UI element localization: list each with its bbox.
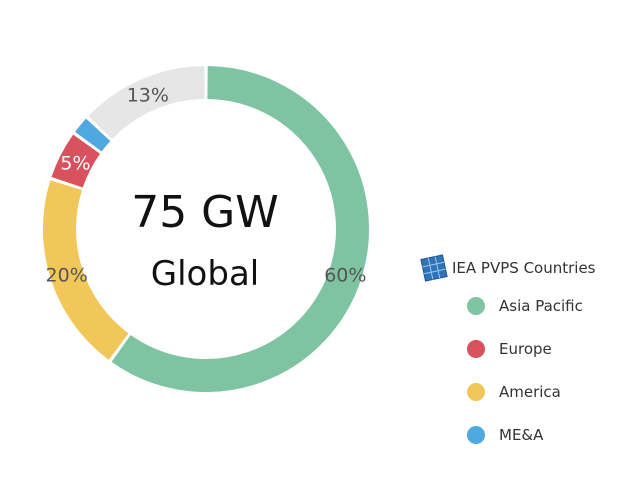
legend-label: ME&A: [499, 426, 544, 444]
solar-panel-icon: [420, 254, 448, 282]
donut-slice-labels: 60% 20% 5% 13%: [46, 85, 367, 287]
slice-label: 60%: [324, 264, 366, 286]
center-total-value: 75 GW: [131, 187, 279, 238]
slice-label: 5%: [60, 152, 90, 174]
legend-marker: [467, 383, 485, 401]
legend-marker: [467, 426, 485, 444]
legend-title: IEA PVPS Countries: [452, 259, 596, 277]
slice-label: 20%: [46, 264, 88, 286]
slice-america: [43, 180, 129, 360]
legend-marker: [467, 340, 485, 358]
donut-slices: [43, 66, 369, 392]
legend-label: Europe: [499, 340, 552, 358]
center-total-label: Global: [151, 254, 259, 294]
legend-label: Asia Pacific: [499, 297, 583, 315]
slice-me-a: [75, 118, 111, 152]
legend: IEA PVPS Countries Asia Pacific Europe Ame…: [420, 254, 596, 444]
slice-other: [88, 66, 206, 140]
legend-marker: [467, 297, 485, 315]
slice-europe: [51, 134, 101, 188]
slice-asia-pacific: [111, 66, 369, 392]
legend-items: Asia Pacific Europe America ME&A: [467, 297, 583, 444]
legend-label: America: [499, 383, 561, 401]
slice-label: 13%: [127, 85, 169, 107]
